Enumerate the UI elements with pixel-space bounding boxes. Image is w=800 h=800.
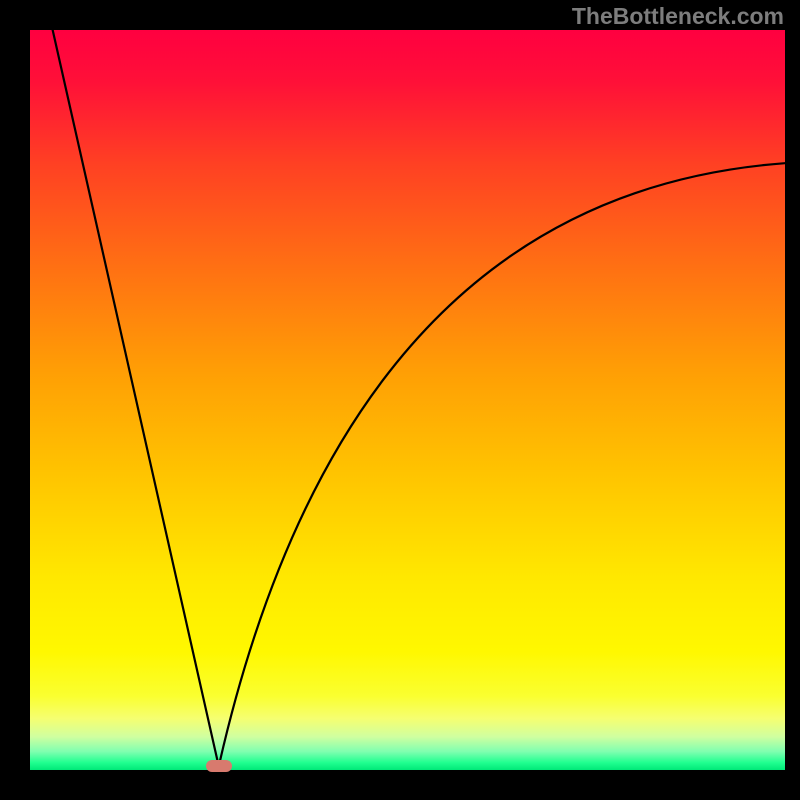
chart-svg xyxy=(30,30,785,770)
watermark-text: TheBottleneck.com xyxy=(572,3,784,30)
plot-area xyxy=(30,30,785,770)
gradient-background xyxy=(30,30,785,770)
vertex-marker xyxy=(206,760,232,772)
